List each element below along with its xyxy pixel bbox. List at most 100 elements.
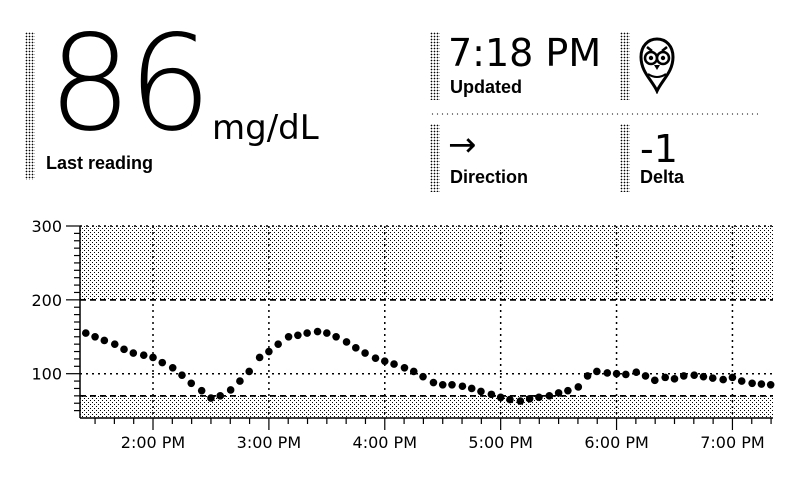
data-point [728,373,737,382]
data-point [120,345,128,354]
data-point [197,386,206,395]
data-point [255,353,264,362]
x-tick-label: 5:00 PM [468,433,532,452]
reading-divider [25,32,35,180]
data-point [670,375,679,383]
data-point [129,349,138,357]
updated-time: 7:18 PM [448,31,602,75]
data-point [352,344,360,352]
glucose-unit: mg/dL [212,108,319,148]
data-point [342,338,351,346]
last-reading-label: Last reading [46,153,154,173]
data-point [458,382,467,391]
data-point [622,370,630,379]
data-point [303,329,311,337]
logo-divider [620,32,630,100]
data-point [593,367,601,376]
data-point [361,349,369,357]
glucose-value: 86 [48,7,212,161]
data-point [226,386,235,394]
data-point [525,395,534,403]
data-point [429,378,438,387]
header-separator [430,113,758,115]
updated-label: Updated [450,77,522,97]
data-point [110,340,119,348]
data-point [496,393,505,402]
y-tick-label: 100 [31,365,62,384]
x-tick-label: 6:00 PM [584,433,648,452]
data-point [323,329,331,337]
data-point [661,373,670,382]
delta-value: -1 [640,127,678,171]
data-point [274,340,282,348]
data-point [139,351,148,360]
data-point [748,379,756,388]
data-point [245,367,253,376]
data-point [236,377,244,385]
data-point [632,368,641,377]
low-range-area [80,395,773,418]
data-point [400,363,409,372]
owl-pin-icon [638,36,676,95]
data-point [158,358,167,367]
data-point [380,357,389,365]
data-point [650,376,659,385]
data-point [371,354,380,362]
data-point [81,329,90,337]
data-point [487,390,496,399]
data-point [603,369,612,377]
data-point [409,367,418,376]
data-point [699,372,708,381]
delta-label: Delta [640,167,685,187]
data-point [332,332,340,341]
y-tick-label: 200 [31,291,62,310]
data-point [506,395,514,404]
data-point [91,332,99,341]
data-point [545,392,554,400]
data-point [294,331,302,340]
data-point [757,380,766,388]
data-point [737,377,746,385]
data-point [438,380,447,389]
data-point [641,372,650,380]
data-point [516,397,525,405]
data-point [690,371,698,379]
data-point [554,389,563,397]
data-point [216,392,225,400]
y-tick-label: 300 [31,217,62,236]
data-point [612,369,621,378]
direction-label: Direction [450,167,529,187]
data-point [207,394,215,402]
data-point [679,372,688,380]
data-point [719,375,727,384]
x-tick-label: 2:00 PM [121,433,185,452]
data-point [574,383,583,391]
high-range-area [80,226,773,300]
direction-divider [430,124,440,192]
data-point [265,347,273,356]
x-tick-label: 3:00 PM [237,433,301,452]
data-point [564,386,572,395]
x-tick-label: 4:00 PM [353,433,417,452]
data-point [535,393,543,402]
data-point [100,336,109,345]
data-point [477,387,485,396]
data-point [313,327,322,336]
data-point [178,371,186,379]
data-point [168,363,177,372]
data-point [390,360,398,368]
data-point [708,374,717,382]
data-point [187,379,196,388]
delta-divider [620,124,630,192]
glucose-chart: 300 200 100 2:00 PM 3:00 PM 4:00 PM 5:00 PM 6:0… [31,217,775,452]
data-point [583,372,592,380]
updated-divider [430,32,440,100]
data-point [448,380,456,389]
data-point [284,332,293,341]
direction-arrow-icon: → [448,125,477,165]
data-point [149,353,157,362]
data-point [467,384,476,393]
data-point [766,380,775,389]
data-point [419,372,427,381]
x-tick-label: 7:00 PM [700,433,764,452]
